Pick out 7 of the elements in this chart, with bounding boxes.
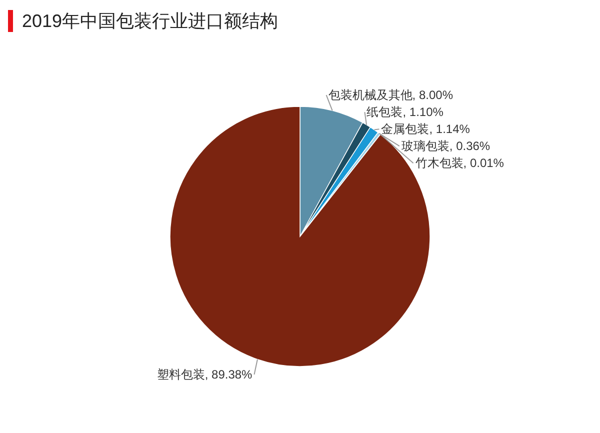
slice-label: 纸包装, 1.10% — [366, 105, 444, 120]
slice-label: 玻璃包装, 0.36% — [401, 139, 490, 154]
chart-title: 2019年中国包装行业进口额结构 — [22, 10, 278, 32]
slice-label: 塑料包装, 89.38% — [156, 367, 253, 382]
slice-label: 金属包装, 1.14% — [381, 122, 470, 136]
slice-label: 竹木包装, 0.01% — [415, 156, 504, 170]
slice-label: 包装机械及其他, 8.00% — [328, 88, 454, 102]
